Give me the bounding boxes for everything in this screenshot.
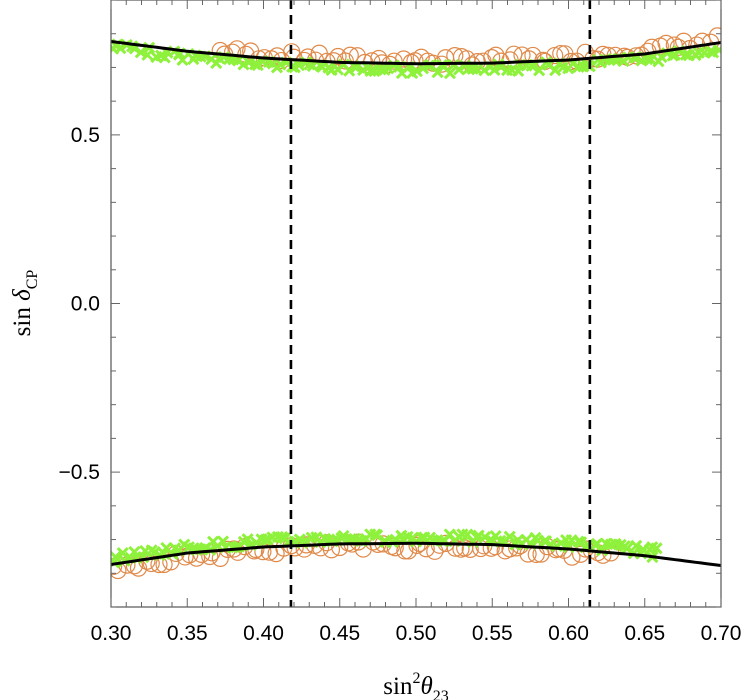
x-tick-label: 0.30 [91, 622, 132, 645]
data-point-cross [503, 530, 516, 543]
data-point-circle [385, 52, 403, 70]
x-tick-label: 0.45 [319, 622, 360, 645]
tick-layer [110, 0, 722, 608]
data-point-cross [293, 59, 306, 72]
data-point-cross [712, 44, 721, 57]
scatter-layer [111, 27, 721, 580]
data-point-circle [408, 536, 426, 555]
y-tick-label: −0.5 [59, 461, 100, 484]
data-point-cross [337, 529, 350, 543]
plot-frame [110, 0, 722, 608]
data-point-cross [443, 67, 457, 80]
data-point-cross [241, 533, 254, 546]
data-point-cross [478, 64, 491, 77]
data-point-cross [650, 542, 663, 555]
data-point-cross [364, 64, 377, 78]
data-point-cross [630, 539, 643, 552]
data-point-cross [641, 53, 654, 66]
x-tick-label: 0.50 [396, 622, 437, 645]
x-tick-label: 0.70 [701, 622, 742, 645]
data-point-cross [410, 65, 423, 78]
data-point-circle [708, 27, 721, 45]
data-point-cross [453, 63, 466, 76]
x-tick-label: 0.65 [624, 622, 665, 645]
lower-curve [111, 541, 721, 567]
data-point-cross [111, 551, 122, 564]
x-tick-label: 0.60 [548, 622, 589, 645]
data-point-circle [395, 50, 413, 68]
x-tick-label: 0.40 [243, 622, 284, 645]
label-layer: 0.30 0.35 0.40 0.45 0.50 0.55 0.60 0.65 0.70 0.5 0… [59, 124, 742, 645]
curve-layer [111, 40, 721, 567]
y-tick-label: 0.0 [71, 293, 100, 316]
x-tick-label: 0.35 [167, 622, 208, 645]
y-axis-title: sin δCP [9, 270, 41, 337]
upper-curve [111, 40, 721, 66]
data-point-cross [679, 48, 692, 61]
data-point-circle [461, 540, 479, 558]
data-point-cross [134, 46, 147, 59]
vline-layer [289, 0, 592, 607]
x-axis-title: sin2θ23 [383, 670, 448, 700]
data-point-cross [549, 64, 562, 77]
y-tick-label: 0.5 [71, 124, 100, 147]
x-tick-label: 0.55 [472, 622, 513, 645]
data-point-circle [572, 545, 590, 563]
